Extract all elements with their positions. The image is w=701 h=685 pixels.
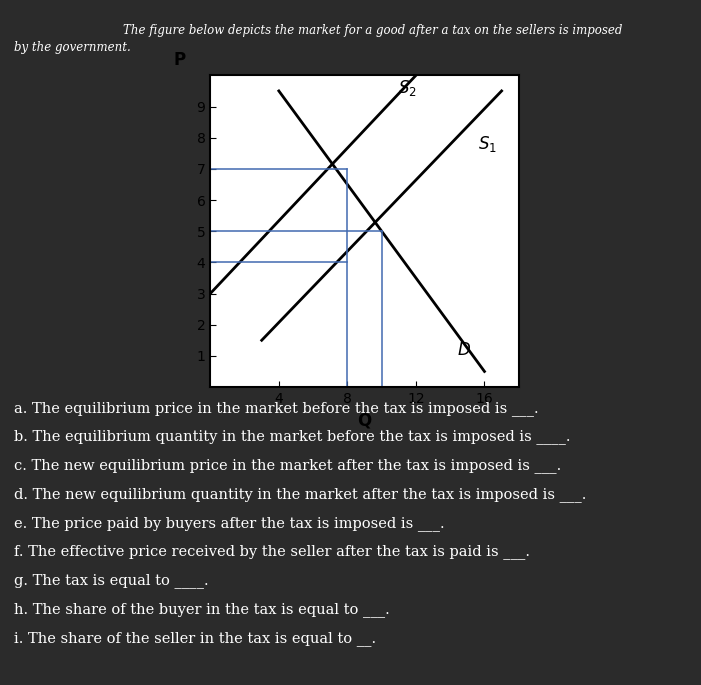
Text: b. The equilibrium quantity in the market before the tax is imposed is ____.: b. The equilibrium quantity in the marke… [14,429,571,445]
Text: e. The price paid by buyers after the tax is imposed is ___.: e. The price paid by buyers after the ta… [14,516,444,531]
Text: $S_1$: $S_1$ [478,134,498,154]
Y-axis label: P: P [173,51,186,69]
Text: h. The share of the buyer in the tax is equal to ___.: h. The share of the buyer in the tax is … [14,602,390,617]
Text: The figure below depicts the market for a good after a tax on the sellers is imp: The figure below depicts the market for … [123,24,622,37]
Text: $D$: $D$ [457,340,471,359]
Text: d. The new equilibrium quantity in the market after the tax is imposed is ___.: d. The new equilibrium quantity in the m… [14,487,587,502]
Text: f. The effective price received by the seller after the tax is paid is ___.: f. The effective price received by the s… [14,545,530,560]
Text: by the government.: by the government. [14,41,131,54]
Text: i. The share of the seller in the tax is equal to __.: i. The share of the seller in the tax is… [14,631,376,646]
Text: a. The equilibrium price in the market before the tax is imposed is ___.: a. The equilibrium price in the market b… [14,401,538,416]
X-axis label: Q: Q [358,412,372,429]
Text: c. The new equilibrium price in the market after the tax is imposed is ___.: c. The new equilibrium price in the mark… [14,458,562,473]
Text: $S_2$: $S_2$ [398,78,417,98]
Text: g. The tax is equal to ____.: g. The tax is equal to ____. [14,573,209,588]
